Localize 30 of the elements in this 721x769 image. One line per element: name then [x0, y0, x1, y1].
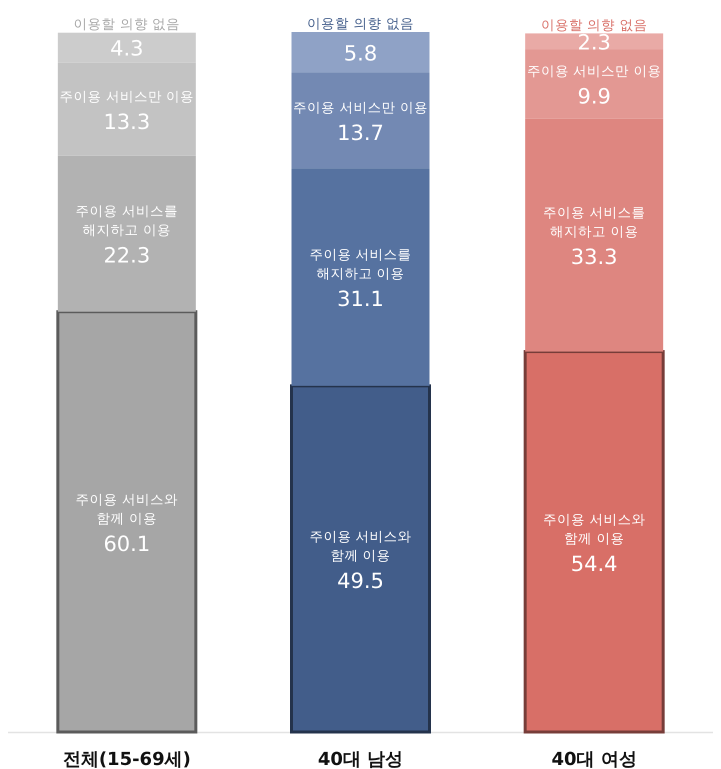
bar	[525, 33, 664, 50]
data-label: 22.3	[103, 244, 150, 268]
x-tick-label: 전체(15-69세)	[62, 749, 191, 769]
bar	[525, 118, 664, 352]
data-label: 13.3	[103, 110, 150, 134]
data-label: 31.1	[337, 287, 384, 312]
text: 주이용 서비스와 함께 이용	[309, 528, 412, 564]
series-label: 주이용 서비스를 해지하고 이용	[543, 205, 646, 240]
data-label: 9.9	[577, 84, 611, 109]
data-label: 13.7	[337, 120, 384, 145]
data-label: 49.5	[337, 568, 384, 593]
x-tick-label: 40대 남성	[318, 749, 404, 769]
bar	[292, 32, 430, 73]
series-label: 주이용 서비스와 함께 이용	[543, 512, 646, 547]
data-label: 33.3	[570, 245, 618, 270]
text: 주이용 서비스를 해지하고 이용	[76, 204, 178, 239]
text: 주이용 서비스만 이용	[293, 100, 428, 116]
bar	[525, 49, 664, 119]
series-label: 주이용 서비스만 이용	[526, 64, 662, 80]
data-label: 5.8	[344, 41, 378, 66]
x-tick-label: 40대 여성	[552, 749, 637, 769]
data-label: 54.4	[570, 552, 618, 576]
bar	[292, 168, 430, 386]
text: 주이용 서비스만 이용	[60, 88, 194, 105]
text: 주이용 서비스와 함께 이용	[76, 492, 178, 527]
data-label: 60.1	[103, 532, 150, 556]
bar	[292, 72, 430, 168]
series-label: 이용할 의향 없음	[74, 16, 180, 33]
text: 주이용 서비스를 해지하고 이용	[309, 247, 412, 282]
text: 이용할 의향 없음	[307, 16, 414, 32]
